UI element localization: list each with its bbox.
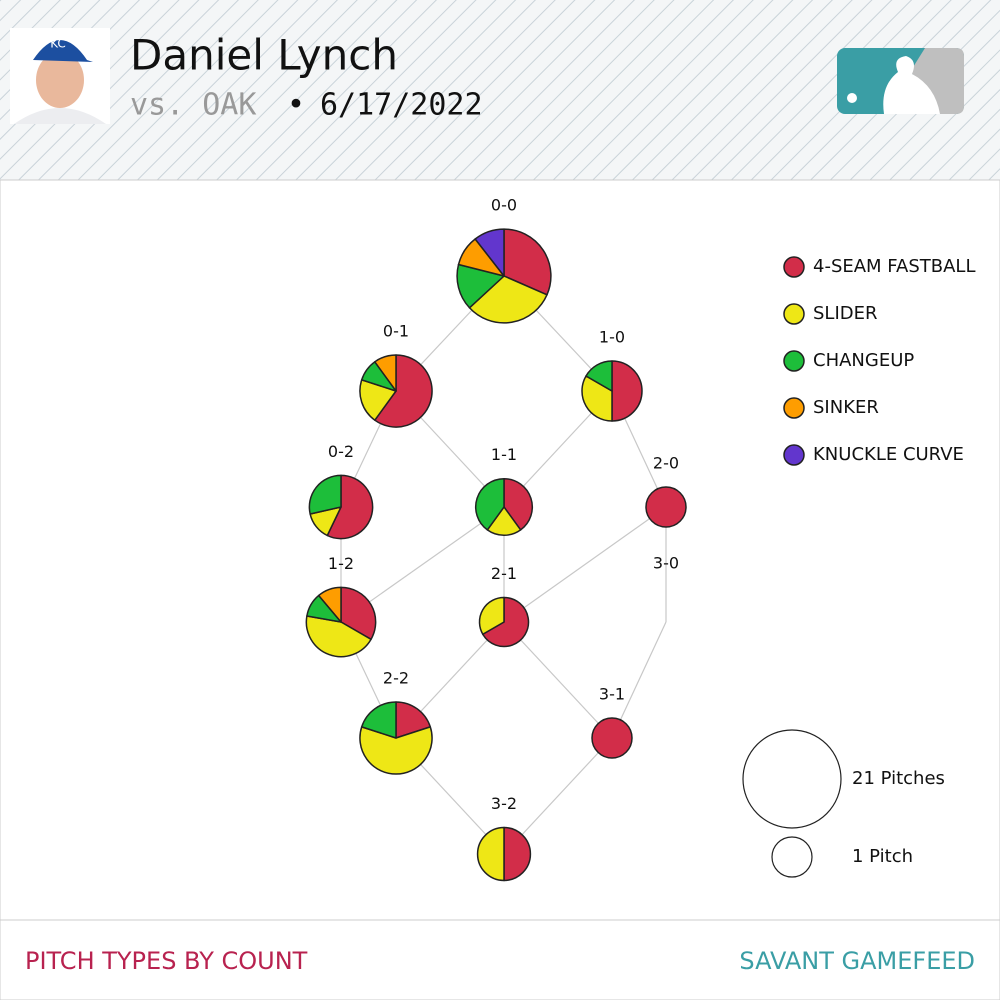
count-label: 3-0: [653, 554, 679, 573]
pie-slice: [317, 586, 342, 623]
count-label: 2-2: [383, 668, 409, 687]
legend-label: SINKER: [813, 397, 879, 418]
count-label: 2-0: [653, 454, 679, 473]
pie-slice: [585, 360, 613, 392]
pie-slice: [326, 474, 374, 540]
count-label: 1-2: [328, 554, 354, 573]
count-label: 0-2: [328, 442, 354, 461]
count-label: 0-0: [491, 196, 517, 215]
count-label: 3-1: [599, 685, 625, 704]
header-band: [0, 0, 1000, 180]
size-legend-label: 1 Pitch: [852, 846, 913, 867]
count-edge: [503, 621, 613, 739]
legend-swatch: [783, 397, 805, 419]
footer-right: SAVANT GAMEFEED: [739, 947, 975, 975]
pie-slice: [359, 726, 433, 775]
legend-label: KNUCKLE CURVE: [813, 444, 964, 465]
legend-swatch: [783, 256, 805, 278]
pie-slice: [591, 717, 633, 759]
count-edge: [611, 621, 667, 739]
footer-left: PITCH TYPES BY COUNT: [25, 947, 308, 975]
pie-slice: [478, 596, 505, 635]
legend-label: CHANGEUP: [813, 350, 914, 371]
pie-slice: [482, 596, 530, 648]
pie-slice: [474, 228, 505, 277]
pie-slice: [475, 477, 505, 531]
pie-slice: [503, 826, 532, 882]
player-name: Daniel Lynch: [130, 31, 398, 80]
pie-slice: [611, 360, 643, 422]
separator: •: [287, 88, 305, 123]
pie-slice: [360, 701, 397, 739]
count-label: 1-0: [599, 327, 625, 346]
size-legend-label: 21 Pitches: [852, 768, 945, 789]
opponent: vs. OAK: [130, 88, 256, 123]
svg-text:KC: KC: [50, 37, 66, 51]
pie-slice: [476, 826, 505, 882]
count-label: 1-1: [491, 445, 517, 464]
pie-slice: [468, 275, 548, 324]
pie-slice: [308, 474, 342, 515]
pie-slice: [305, 615, 372, 658]
legend-swatch: [783, 303, 805, 325]
headshot: KC: [10, 28, 110, 124]
count-label: 3-2: [491, 794, 517, 813]
pie-slice: [374, 354, 433, 428]
pie-slice: [374, 354, 397, 392]
game-date: 6/17/2022: [320, 88, 483, 123]
size-legend-circle: [742, 729, 842, 829]
pie-slice: [456, 263, 505, 309]
legend-swatch: [783, 444, 805, 466]
count-edge: [503, 506, 667, 623]
count-label: 0-1: [383, 321, 409, 340]
pie-slice: [645, 486, 687, 528]
pie-slice: [359, 379, 397, 421]
legend-swatch: [783, 350, 805, 372]
league-logo: [837, 48, 964, 114]
plot: 0-0 0-1 1-0 0-2 1-1 2-0 1-2 2-1 3-0 2-2 3-1 3-2 4-SE…: [305, 196, 975, 882]
count-label: 2-1: [491, 564, 517, 583]
legend-label: 4-SEAM FASTBALL: [813, 256, 975, 277]
size-legend-circle: [771, 836, 813, 878]
legend-label: SLIDER: [813, 303, 878, 324]
pie-slice: [503, 477, 533, 531]
pie-slice: [503, 228, 552, 296]
